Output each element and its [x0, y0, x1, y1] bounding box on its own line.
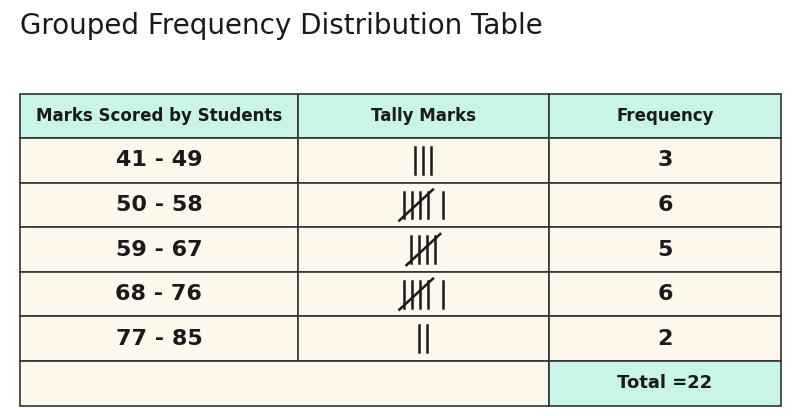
Bar [549, 361, 781, 406]
Bar [20, 94, 298, 138]
Bar [298, 227, 549, 272]
Bar [549, 94, 781, 138]
Bar [298, 317, 549, 361]
Text: Frequency: Frequency [616, 107, 714, 125]
Bar [298, 94, 549, 138]
Bar [20, 361, 549, 406]
Text: Grouped Frequency Distribution Table: Grouped Frequency Distribution Table [20, 12, 543, 40]
Bar [549, 272, 781, 317]
Bar [549, 317, 781, 361]
Text: 3: 3 [658, 151, 673, 171]
Bar [20, 317, 298, 361]
Text: 50 - 58: 50 - 58 [115, 195, 203, 215]
Text: Tally Marks: Tally Marks [371, 107, 476, 125]
Bar [298, 138, 549, 183]
Text: 6: 6 [657, 284, 673, 304]
Text: 77 - 85: 77 - 85 [115, 329, 203, 349]
Bar [20, 272, 298, 317]
Text: 6: 6 [657, 195, 673, 215]
Text: Total =22: Total =22 [618, 374, 713, 392]
Bar [549, 227, 781, 272]
Text: 2: 2 [658, 329, 673, 349]
Bar [549, 138, 781, 183]
Bar [298, 272, 549, 317]
Text: 5: 5 [658, 240, 673, 260]
Bar [20, 183, 298, 227]
Text: 41 - 49: 41 - 49 [115, 151, 202, 171]
Bar [20, 227, 298, 272]
Text: Marks Scored by Students: Marks Scored by Students [36, 107, 282, 125]
Bar [20, 138, 298, 183]
Text: 68 - 76: 68 - 76 [115, 284, 203, 304]
Text: 59 - 67: 59 - 67 [115, 240, 202, 260]
Bar [549, 183, 781, 227]
Bar [298, 183, 549, 227]
